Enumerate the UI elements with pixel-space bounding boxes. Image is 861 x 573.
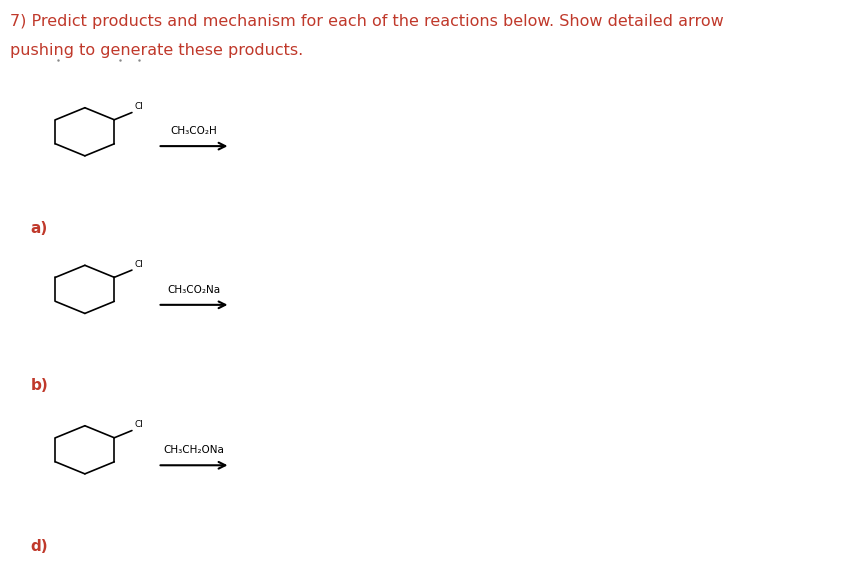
Text: 7) Predict products and mechanism for each of the reactions below. Show detailed: 7) Predict products and mechanism for ea… [9, 14, 722, 29]
Text: CH₃CO₂Na: CH₃CO₂Na [167, 285, 220, 295]
Text: pushing to generate these products.: pushing to generate these products. [9, 43, 302, 58]
Text: b): b) [31, 378, 48, 393]
Text: a): a) [31, 221, 48, 236]
Text: d): d) [31, 539, 48, 554]
Text: Cl: Cl [134, 421, 143, 429]
Text: Cl: Cl [134, 103, 143, 111]
Text: CH₃CH₂ONa: CH₃CH₂ONa [164, 445, 224, 455]
Text: CH₃CO₂H: CH₃CO₂H [170, 126, 217, 136]
Text: Cl: Cl [134, 260, 143, 269]
